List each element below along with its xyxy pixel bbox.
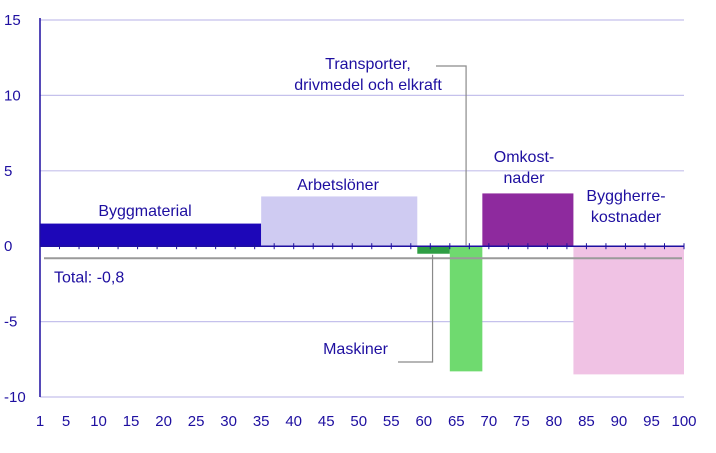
x-tick-label: 100 bbox=[671, 413, 696, 430]
leader-line-maskiner bbox=[398, 254, 434, 363]
bar-transporter bbox=[449, 246, 483, 372]
y-tick-label: -10 bbox=[4, 389, 26, 406]
x-tick-label: 75 bbox=[513, 413, 530, 430]
y-tick-label: 15 bbox=[4, 12, 21, 29]
bar-label-omkost: Omkost- bbox=[494, 149, 554, 166]
y-tick-label: 5 bbox=[4, 163, 12, 180]
bar-label-byggherre: Byggherre- bbox=[586, 188, 665, 205]
bar-byggherre bbox=[573, 246, 684, 375]
y-tick-label: -5 bbox=[4, 314, 17, 331]
x-tick-label: 60 bbox=[415, 413, 432, 430]
x-tick-label: 65 bbox=[448, 413, 465, 430]
leader-line-transporter bbox=[436, 65, 467, 246]
bar-labels: Byggmaterial Arbetslöner Maskiner Transport… bbox=[98, 56, 666, 363]
bar-omkost bbox=[482, 193, 574, 247]
bar-label-transporter: drivmedel och elkraft bbox=[294, 77, 442, 94]
x-tick-label: 90 bbox=[611, 413, 628, 430]
bar-maskiner bbox=[417, 246, 450, 254]
x-tick-label: 45 bbox=[318, 413, 335, 430]
x-tick-label: 85 bbox=[578, 413, 595, 430]
bar-label-omkost: nader bbox=[504, 170, 546, 187]
x-tick-label: 20 bbox=[155, 413, 172, 430]
x-tick-label: 95 bbox=[643, 413, 660, 430]
x-tick-label: 25 bbox=[188, 413, 205, 430]
x-tick-label: 70 bbox=[481, 413, 498, 430]
x-tick-label: 50 bbox=[350, 413, 367, 430]
bar-label-arbetsloner: Arbetslöner bbox=[297, 177, 379, 194]
x-tick-label: 1 bbox=[36, 413, 44, 430]
bar-label-byggmaterial: Byggmaterial bbox=[98, 203, 191, 220]
bar-byggmaterial bbox=[40, 223, 262, 247]
x-tick-label: 35 bbox=[253, 413, 270, 430]
x-tick-label: 55 bbox=[383, 413, 400, 430]
total-label: Total: -0,8 bbox=[54, 269, 124, 286]
x-tick-label: 80 bbox=[546, 413, 563, 430]
x-tick-label: 10 bbox=[90, 413, 107, 430]
bars bbox=[40, 193, 684, 375]
x-tick-label: 5 bbox=[62, 413, 70, 430]
axes bbox=[39, 18, 685, 397]
bar-arbetsloner bbox=[261, 196, 418, 247]
bar-label-byggherre: kostnader bbox=[591, 209, 662, 226]
bar-label-maskiner: Maskiner bbox=[323, 341, 389, 358]
x-tick-label: 30 bbox=[220, 413, 237, 430]
total-line-group: Total: -0,8 bbox=[44, 257, 682, 286]
y-tick-label: 0 bbox=[4, 238, 12, 255]
x-tick-label: 15 bbox=[123, 413, 140, 430]
y-tick-label: 10 bbox=[4, 87, 21, 104]
x-tick-label: 40 bbox=[285, 413, 302, 430]
bar-label-transporter: Transporter, bbox=[325, 56, 411, 73]
